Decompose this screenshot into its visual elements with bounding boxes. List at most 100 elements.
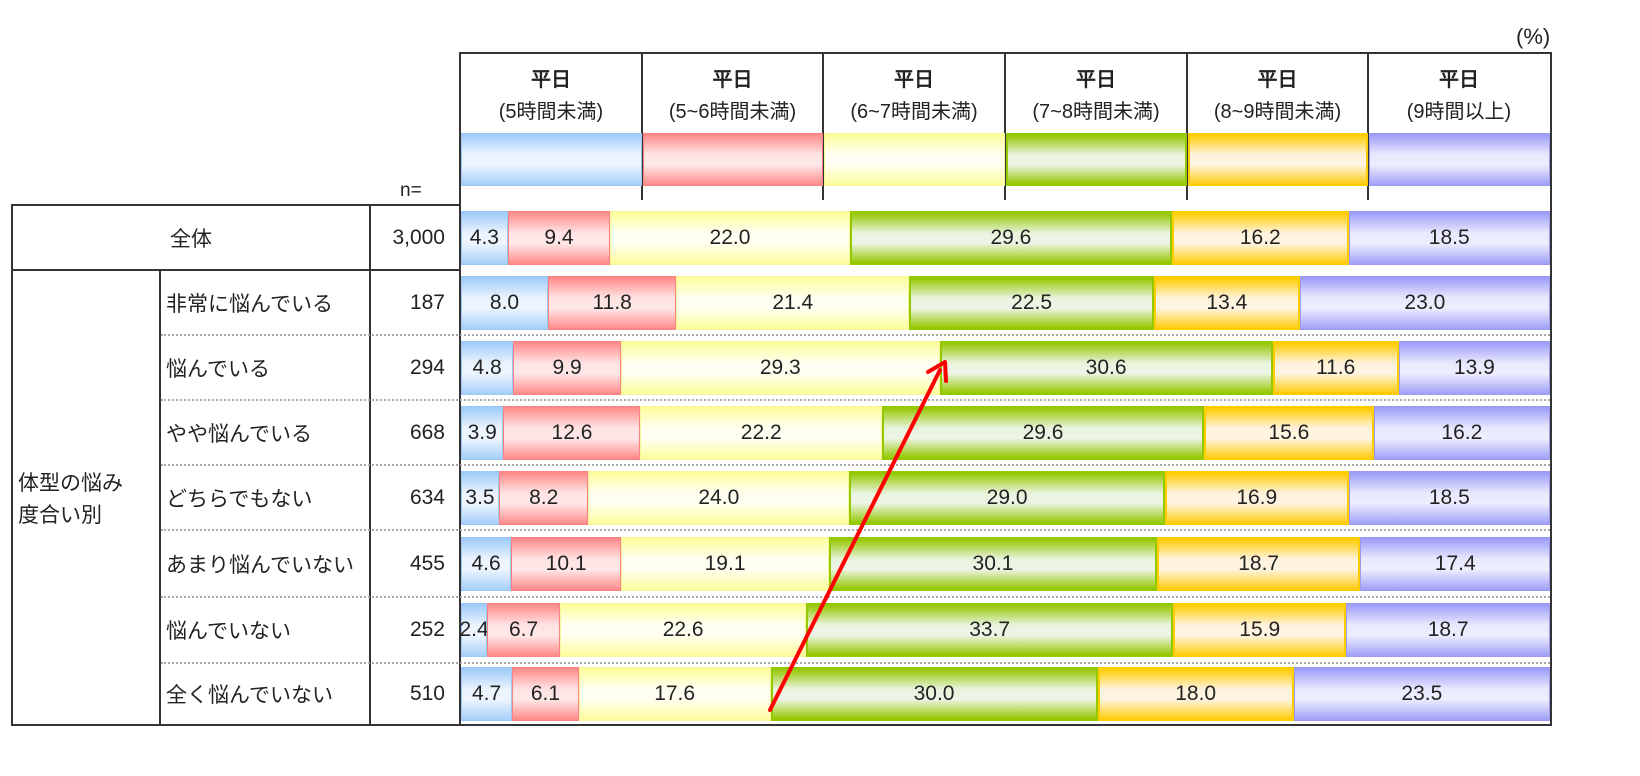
legend-line1: 平日	[712, 69, 753, 91]
group-label: 体型の悩み 度合い別	[18, 468, 123, 532]
table-bottom-border	[11, 724, 1552, 726]
bar-segment: 22.0	[610, 210, 850, 265]
total-divider	[11, 269, 461, 271]
legend-line2: (9時間以上)	[1406, 101, 1512, 123]
bar-segment: 17.6	[578, 667, 771, 721]
bar-segment: 16.2	[1172, 210, 1349, 265]
bar-segment: 15.9	[1173, 603, 1347, 657]
bar-segment: 23.5	[1293, 667, 1550, 721]
row-label: 全く悩んでいない	[166, 684, 333, 707]
bar-segment: 15.6	[1204, 405, 1374, 460]
bar-segment: 18.0	[1097, 667, 1294, 721]
bar-segment: 3.5	[461, 470, 500, 525]
bar-segment: 29.6	[849, 210, 1173, 265]
bar-segment: 16.2	[1373, 405, 1550, 460]
stacked-bar: 4.7 6.1 17.6 30.0 18.0 23.5	[461, 667, 1550, 721]
bar-segment: 18.7	[1346, 603, 1550, 657]
bar-segment: 6.1	[512, 667, 579, 721]
legend-line2: (5~6時間未満)	[668, 101, 797, 123]
row-n-value: 252	[409, 618, 445, 641]
bar-segment: 29.6	[882, 405, 1205, 460]
bar-segment: 4.8	[461, 340, 514, 395]
bar-segment: 4.7	[461, 667, 513, 721]
bar-segment: 11.8	[548, 275, 677, 330]
bar-segment: 29.0	[849, 470, 1165, 525]
stacked-bar: 8.0 11.8 21.4 22.5 13.4 23.0	[461, 275, 1550, 330]
chart-left-axis	[459, 200, 461, 726]
stacked-bar: 4.6 10.1 19.1 30.1 18.7 17.4	[461, 536, 1550, 591]
bar-segment: 13.4	[1153, 275, 1300, 330]
bar-segment: 22.5	[909, 275, 1154, 330]
row-n-value: 455	[409, 551, 445, 575]
n-label: n=	[400, 180, 422, 201]
group-label-line1: 体型の悩み	[18, 472, 123, 495]
legend-divider	[1004, 52, 1006, 200]
group-label-line2: 度合い別	[18, 504, 102, 527]
legend-line1: 平日	[1076, 69, 1116, 91]
legend-item-label: 平日 (8~9時間未満)	[1187, 64, 1368, 128]
group-divider	[159, 269, 161, 726]
legend-swatch	[1188, 133, 1368, 186]
stacked-bar: 3.9 12.6 22.2 29.6 15.6 16.2	[461, 405, 1550, 460]
row-n-value: 187	[409, 290, 445, 314]
bar-segment: 6.7	[487, 603, 561, 657]
row-divider	[161, 529, 1550, 531]
stacked-bar: 4.3 9.4 22.0 29.6 16.2 18.5	[461, 210, 1550, 265]
row-divider	[161, 596, 1550, 598]
legend-swatch	[824, 133, 1005, 186]
bar-segment: 4.3	[461, 210, 508, 265]
legend-item-label: 平日 (7~8時間未満)	[1005, 64, 1187, 128]
legend-item-label: 平日 (6~7時間未満)	[823, 64, 1005, 128]
row-n-value: 510	[409, 682, 445, 705]
row-divider	[161, 399, 1550, 401]
bar-segment: 21.4	[676, 275, 910, 330]
row-n-value: 3,000	[392, 225, 445, 249]
bar-segment: 30.6	[939, 340, 1273, 395]
legend-line2: (7~8時間未満)	[1032, 101, 1160, 123]
row-label: やや悩んでいる	[166, 422, 312, 446]
legend-line1: 平日	[531, 69, 571, 91]
legend-line2: (8~9時間未満)	[1213, 101, 1342, 123]
legend-divider	[1186, 52, 1188, 200]
stacked-bar: 4.8 9.9 29.3 30.6 11.6 13.9	[461, 340, 1550, 395]
bar-segment: 30.1	[829, 536, 1157, 591]
bar-segment: 22.2	[640, 405, 882, 460]
bar-segment: 3.9	[461, 405, 504, 460]
bar-segment: 18.5	[1348, 210, 1550, 265]
bar-segment: 8.2	[499, 470, 589, 525]
bar-segment: 29.3	[620, 340, 940, 395]
legend-line2: (5時間未満)	[498, 101, 604, 123]
legend-item-label: 平日 (5時間未満)	[460, 64, 642, 128]
row-divider	[161, 662, 1550, 664]
bar-segment: 18.5	[1348, 470, 1550, 525]
bar-segment: 2.4	[459, 603, 489, 657]
legend-divider	[1367, 52, 1369, 200]
bar-segment: 18.7	[1156, 536, 1361, 591]
row-n-value: 668	[409, 420, 445, 444]
bar-segment: 17.4	[1360, 536, 1550, 591]
legend-line1: 平日	[1257, 69, 1298, 91]
bar-segment: 4.6	[461, 536, 512, 591]
row-divider	[161, 464, 1550, 466]
stacked-bar: 3.5 8.2 24.0 29.0 16.9 18.5	[461, 470, 1550, 525]
bar-segment: 12.6	[503, 405, 641, 460]
row-label: 悩んでいる	[166, 357, 270, 381]
legend-swatch	[643, 133, 823, 186]
legend-divider	[641, 52, 643, 200]
legend-line1: 平日	[1439, 69, 1479, 91]
legend-swatch	[1006, 133, 1187, 186]
bar-segment: 11.6	[1272, 340, 1399, 395]
legend-divider	[822, 52, 824, 200]
bar-segment: 10.1	[511, 536, 622, 591]
legend-line2: (6~7時間未満)	[850, 101, 978, 123]
bar-segment: 24.0	[588, 470, 850, 525]
legend-swatch	[1369, 133, 1550, 186]
bar-segment: 8.0	[461, 275, 549, 330]
bar-segment: 33.7	[806, 603, 1174, 657]
row-label: どちらでもない	[166, 487, 313, 511]
bar-segment: 9.9	[513, 340, 621, 395]
row-divider	[161, 334, 1550, 336]
bar-segment: 23.0	[1299, 275, 1550, 330]
row-n-value: 634	[409, 485, 445, 509]
